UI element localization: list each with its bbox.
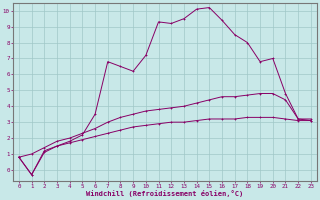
X-axis label: Windchill (Refroidissement éolien,°C): Windchill (Refroidissement éolien,°C)	[86, 190, 244, 197]
